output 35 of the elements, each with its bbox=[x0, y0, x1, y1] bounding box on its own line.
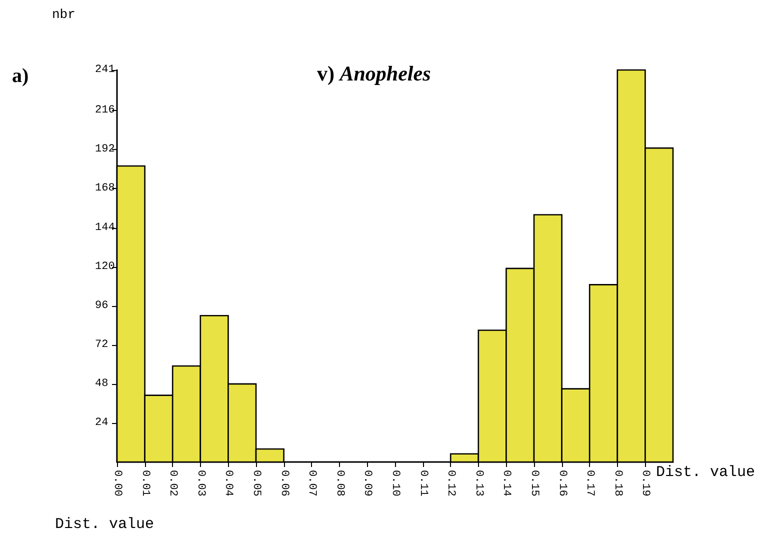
y-tick-label: 168 bbox=[95, 182, 115, 195]
x-tick-label: 0.12 bbox=[444, 470, 457, 496]
x-tick-label: 0.16 bbox=[556, 470, 568, 496]
x-tick-label: 0.00 bbox=[111, 470, 123, 496]
x-tick-label: 0.05 bbox=[250, 470, 262, 496]
y-tick-label: 24 bbox=[95, 416, 109, 429]
x-tick-label: 0.02 bbox=[166, 470, 179, 496]
chart-title: v) Anopheles bbox=[317, 62, 431, 86]
x-tick-label: 0.10 bbox=[389, 470, 401, 496]
x-tick-label: 0.04 bbox=[222, 470, 234, 497]
y-axis-title: nbr bbox=[52, 7, 76, 22]
x-tick-label: 0.06 bbox=[278, 470, 290, 496]
x-tick-label: 0.15 bbox=[528, 470, 540, 496]
x-tick-label: 0.07 bbox=[306, 470, 318, 496]
x-axis-title: Dist. value bbox=[656, 464, 756, 481]
x-tick-label: 0.18 bbox=[611, 470, 624, 496]
x-tick-label: 0.13 bbox=[472, 470, 484, 496]
x-tick-label: 0.17 bbox=[584, 470, 596, 496]
y-tick-label: 120 bbox=[95, 260, 115, 273]
x-tick-label: 0.09 bbox=[361, 470, 374, 496]
x-tick-label: 0.08 bbox=[333, 470, 346, 496]
y-tick-label: 216 bbox=[95, 104, 115, 117]
x-tick-label: 0.19 bbox=[639, 470, 652, 496]
y-tick-label: 192 bbox=[95, 144, 115, 156]
y-tick-label: 241 bbox=[95, 64, 116, 76]
text: Dist. value bbox=[55, 516, 154, 533]
y-tick-label: 144 bbox=[95, 222, 116, 234]
y-tick-label: 72 bbox=[95, 338, 108, 351]
x-tick-label: 0.01 bbox=[138, 470, 151, 497]
x-tick-label: 0.14 bbox=[500, 470, 512, 497]
x-tick-label: 0.03 bbox=[194, 470, 206, 496]
y-tick-label: 96 bbox=[95, 300, 108, 312]
y-tick-label: 48 bbox=[95, 378, 108, 390]
text: a) bbox=[12, 65, 29, 87]
x-tick-label: 0.11 bbox=[416, 470, 429, 497]
